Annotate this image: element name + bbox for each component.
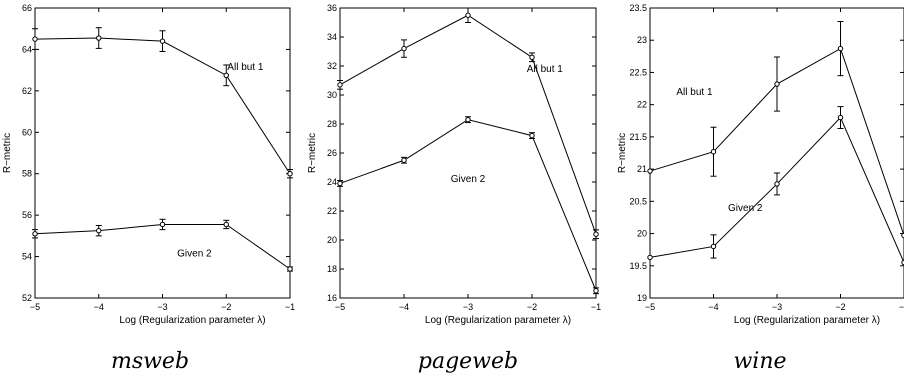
- chart-1-series-all-but-1-point: [159, 38, 166, 44]
- chart-1-series-all-but-1-point: [223, 72, 229, 79]
- chart-1-xtick-label: −2: [221, 302, 231, 312]
- chart-1-annotation: All but 1: [227, 62, 264, 73]
- chart-1-series-all-but-1-point: [287, 171, 293, 177]
- chart-1-annotation: Given 2: [177, 249, 212, 260]
- chart-1-ytick-label: 54: [22, 252, 32, 262]
- chart-1-ytick-label: 56: [22, 210, 32, 220]
- chart-2-xtick-label: −4: [399, 302, 409, 312]
- chart-1-xtick-label: −1: [285, 302, 295, 312]
- chart-3-series-given-2-point: [774, 181, 780, 187]
- chart-3-ytick-label: 23.5: [629, 3, 647, 13]
- chart-3-series-all-but-1-point: [647, 168, 653, 174]
- chart-2-series-given-2-point: [593, 288, 599, 294]
- chart-1-ytick-label: 60: [22, 127, 32, 137]
- chart-3-series-all-but-1-point: [774, 81, 780, 87]
- chart-2-ytick-label: 26: [327, 148, 337, 158]
- chart-3-ytick-label: 22: [637, 100, 647, 110]
- chart-3-ytick-label: 21: [637, 164, 647, 174]
- chart-3-ytick-label: 19: [637, 293, 647, 303]
- chart-1-xtick-label: −3: [157, 302, 167, 312]
- chart-2-series-all-but-1-point: [401, 45, 407, 52]
- chart-2-ytick-label: 22: [327, 206, 337, 216]
- chart-3-series-given-2-point: [647, 254, 653, 261]
- chart-2-xtick-label: −3: [463, 302, 473, 312]
- chart-2-series-all-but-1-line: [339, 14, 597, 235]
- chart-3-ytick-label: 21.5: [629, 132, 647, 142]
- chart-2-xlabel: Log (Regularization parameter λ): [425, 315, 571, 326]
- chart-2-series-all-but-1-point: [593, 231, 599, 237]
- chart-2-xtick-label: −5: [335, 302, 345, 312]
- chart-2-axes-frame: [339, 7, 597, 299]
- chart-2-xtick-label: −1: [591, 302, 601, 312]
- chart-3-series-all-but-1-point: [710, 149, 717, 155]
- chart-1-ytick-label: 52: [22, 293, 32, 303]
- chart-2-ytick-label: 34: [327, 32, 337, 42]
- chart-1-ytick-label: 58: [22, 169, 32, 179]
- chart-1-series-given-2-point: [32, 231, 38, 237]
- chart-1-title: msweb: [111, 349, 189, 374]
- chart-1-series-all-but-1-line: [34, 37, 291, 174]
- chart-2-ytick-label: 20: [327, 235, 337, 245]
- chart-2-series-all-but-1-point: [337, 82, 343, 88]
- chart-2-series-given-2-point: [337, 180, 343, 187]
- chart-2-series-given-2-line: [339, 119, 597, 291]
- chart-1-series-given-2-point: [287, 266, 293, 272]
- chart-2-series-given-2-point: [401, 157, 407, 163]
- chart-3-xtick-label: −2: [835, 302, 845, 312]
- chart-1-ytick-label: 64: [22, 44, 32, 54]
- chart-3-ytick-label: 23: [637, 35, 647, 45]
- chart-2-xtick-label: −2: [527, 302, 537, 312]
- chart-3-xtick-label: −3: [772, 302, 782, 312]
- chart-2-title: pageweb: [418, 349, 518, 374]
- chart-3-xlabel: Log (Regularization parameter λ): [734, 315, 880, 326]
- chart-1-series-all-but-1-point: [32, 36, 38, 42]
- chart-2-ytick-label: 16: [327, 293, 337, 303]
- chart-2-ylabel: R−metric: [307, 133, 318, 173]
- chart-1-ytick-label: 62: [22, 86, 32, 96]
- chart-2-series-all-but-1-point: [465, 12, 471, 18]
- chart-3-axes-frame: [649, 7, 904, 299]
- chart-2-ytick-label: 30: [327, 90, 337, 100]
- chart-2-series-given-2-point: [465, 116, 471, 123]
- chart-2-annotation: All but 1: [527, 64, 564, 75]
- chart-1-series-given-2-point: [96, 227, 102, 234]
- chart-1-ytick-label: 66: [22, 3, 32, 13]
- chart-1-xtick-label: −5: [30, 302, 40, 312]
- chart-2-ytick-label: 24: [327, 177, 337, 187]
- chart-1-series-given-2-point: [159, 221, 166, 228]
- chart-2-series-given-2-point: [529, 132, 535, 139]
- chart-3-series-given-2-point: [837, 114, 844, 121]
- chart-3-series-all-but-1-point: [837, 45, 844, 52]
- chart-1-xtick-label: −4: [94, 302, 104, 312]
- chart-1-series-given-2-point: [223, 221, 229, 228]
- chart-3-xtick-label: −5: [645, 302, 655, 312]
- chart-1-ylabel: R−metric: [2, 133, 13, 173]
- chart-2-ytick-label: 18: [327, 264, 337, 274]
- chart-3-ytick-label: 20: [637, 229, 647, 239]
- chart-1-xlabel: Log (Regularization parameter λ): [119, 315, 265, 326]
- chart-2-ytick-label: 32: [327, 61, 337, 71]
- chart-2-ytick-label: 28: [327, 119, 337, 129]
- chart-3-xtick-label: −4: [708, 302, 718, 312]
- chart-1-series-given-2-line: [34, 223, 291, 270]
- chart-1-series-all-but-1-point: [96, 35, 102, 41]
- chart-3-annotation: Given 2: [728, 203, 763, 214]
- chart-3-title: wine: [733, 349, 786, 374]
- chart-2-ytick-label: 36: [327, 3, 337, 13]
- chart-3-xtick-label: −1: [899, 302, 904, 312]
- chart-2-series-all-but-1-point: [529, 54, 535, 60]
- chart-3-series-given-2-point: [710, 243, 717, 250]
- chart-3-ylabel: R−metric: [617, 133, 628, 173]
- chart-2-annotation: Given 2: [451, 174, 486, 185]
- chart-3-ytick-label: 22.5: [629, 67, 647, 77]
- chart-3-ytick-label: 19.5: [629, 261, 647, 271]
- chart-3-ytick-label: 20.5: [629, 196, 647, 206]
- chart-3-annotation: All but 1: [676, 87, 713, 98]
